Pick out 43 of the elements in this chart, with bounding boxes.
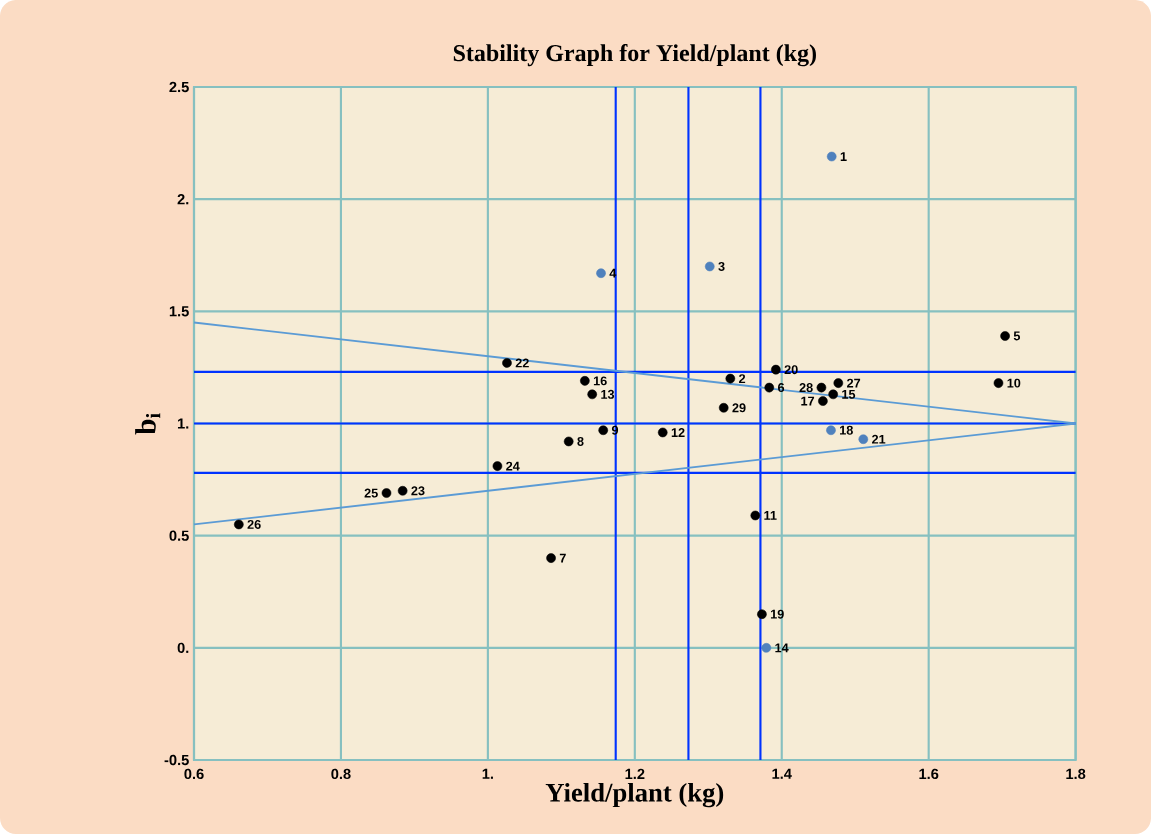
annotation: 15 [842,389,856,399]
annotation: 24 [506,461,520,471]
annotation: 16 [593,376,607,386]
annotation: 2 [739,374,746,384]
y-tick-label: 2.5 [169,81,189,93]
x-tick-label: 1.4 [772,768,792,779]
annotation: 27 [847,378,861,388]
annotation: 18 [840,425,853,435]
annotation: 6 [777,383,785,393]
annotation: 10 [1007,378,1021,388]
chart-title: Stability Graph for Yield/plant (kg) [453,44,816,67]
annotation: 7 [559,553,566,563]
y-tick-label: 0.5 [169,530,189,541]
x-tick-label: 1.6 [919,768,939,780]
annotation: 19 [770,609,784,619]
annotation: 22 [515,358,529,368]
annotation: 5 [1013,331,1021,341]
annotation: 11 [764,511,777,520]
x-tick-label: 1. [482,768,493,779]
annotation: 12 [671,428,685,437]
x-tick-label: 1.8 [1066,768,1086,780]
annotation: 29 [732,403,746,413]
annotation: 13 [601,389,615,399]
x-tick-label: 0.6 [184,768,204,780]
x-tick-label: 0.8 [331,768,351,780]
x-tick-label: 1.2 [625,768,645,779]
annotation: 26 [247,519,261,529]
annotation: 23 [411,486,425,496]
annotation: 8 [577,436,584,446]
y-tick-label: 1. [177,418,189,429]
annotation: 14 [775,643,789,653]
y-tick-label: 2. [177,194,189,205]
annotation: 3 [718,261,725,271]
x-axis-title: Yield/plant (kg) [545,782,724,808]
annotation: 28 [799,383,813,393]
y-tick-label: 0. [177,642,189,654]
annotation: 21 [872,434,886,444]
y-axis-title: b$_{i}$ [135,413,161,435]
y-tick-label: -0.5 [164,754,189,766]
annotation: 25 [364,488,378,498]
annotation: 17 [801,396,815,406]
annotation: 1 [840,152,847,161]
y-tick-label: 1.5 [169,306,189,317]
